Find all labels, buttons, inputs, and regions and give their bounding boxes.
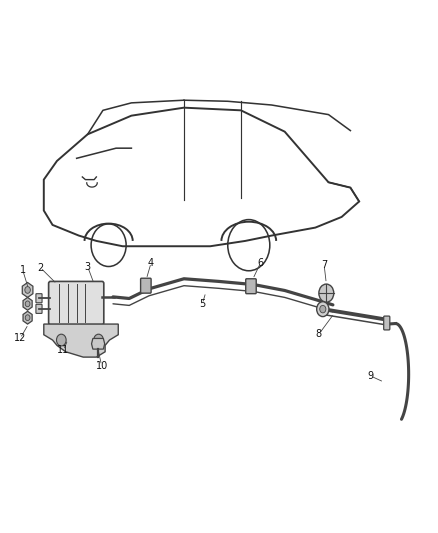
Text: 10: 10 (95, 361, 108, 370)
Circle shape (25, 315, 30, 320)
Text: 8: 8 (316, 329, 322, 339)
Text: 2: 2 (37, 263, 43, 272)
Text: 1: 1 (20, 265, 26, 275)
Polygon shape (92, 338, 105, 349)
Circle shape (25, 287, 30, 293)
Circle shape (94, 334, 103, 346)
FancyBboxPatch shape (384, 316, 390, 330)
Text: 3: 3 (85, 262, 91, 271)
Text: 12: 12 (14, 334, 26, 343)
FancyBboxPatch shape (36, 304, 42, 313)
Circle shape (319, 284, 334, 302)
Text: 6: 6 (258, 258, 264, 268)
Text: 7: 7 (321, 260, 327, 270)
Circle shape (57, 334, 66, 346)
Polygon shape (23, 311, 32, 324)
Text: 4: 4 (148, 258, 154, 268)
Circle shape (317, 302, 329, 317)
Circle shape (320, 305, 326, 313)
Text: 5: 5 (199, 299, 205, 309)
Polygon shape (23, 297, 32, 310)
Polygon shape (44, 324, 118, 357)
Text: 11: 11 (57, 345, 70, 355)
Circle shape (25, 301, 30, 306)
FancyBboxPatch shape (246, 279, 256, 294)
Polygon shape (22, 282, 33, 297)
FancyBboxPatch shape (141, 278, 151, 293)
FancyBboxPatch shape (49, 281, 104, 325)
FancyBboxPatch shape (36, 294, 42, 303)
Text: 9: 9 (367, 371, 373, 381)
